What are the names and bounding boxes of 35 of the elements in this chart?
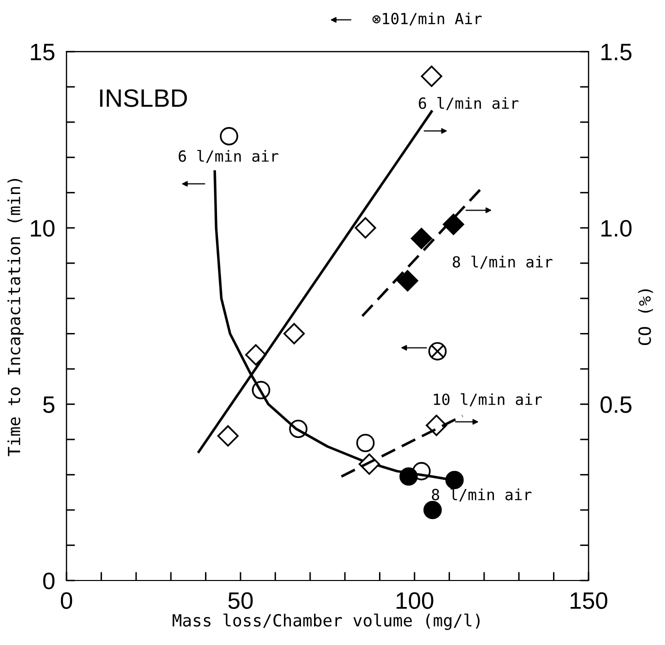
point: [423, 500, 442, 520]
x-tick-label: 150: [570, 592, 608, 609]
y2-tick-label: 0.5: [600, 396, 632, 413]
point: [428, 342, 447, 360]
point: [396, 270, 418, 292]
point: [354, 217, 376, 239]
point: [283, 323, 305, 344]
y2-axis-title: CO (%): [638, 289, 653, 346]
point: [356, 434, 375, 452]
annotation: 6 l/min air: [418, 97, 518, 110]
x-tick-label: 50: [228, 592, 253, 609]
y-tick-label: 10: [30, 220, 54, 237]
annotation: 10 l/min air: [434, 393, 542, 406]
annotation: 8 l/min air: [432, 488, 532, 502]
point: [426, 414, 448, 436]
x-axis-title: Mass loss/Chamber volume (mg/l): [172, 614, 480, 630]
x-tick-label: 100: [396, 592, 434, 609]
y2-tick-label: 1.5: [601, 44, 632, 60]
y-tick-label: 5: [43, 396, 54, 413]
point: [220, 127, 238, 146]
annotation: 6 l/min air: [178, 150, 278, 164]
x-tick-label: 0: [60, 592, 72, 609]
point: [420, 66, 442, 87]
y-tick-label: 15: [30, 44, 54, 60]
y-tick-label: 0: [43, 572, 54, 590]
y-axis-title: Time to Incapacitation (min): [7, 179, 24, 456]
point: [217, 425, 239, 447]
point: [410, 228, 432, 250]
point: [245, 344, 266, 366]
point: [442, 214, 464, 236]
annotation: INSLBD: [100, 89, 187, 107]
annotation: 8 l/min air: [452, 256, 552, 269]
text: ⊗101/min Air: [372, 12, 482, 26]
point: [445, 470, 464, 490]
y2-tick-label: 1.0: [601, 220, 632, 237]
